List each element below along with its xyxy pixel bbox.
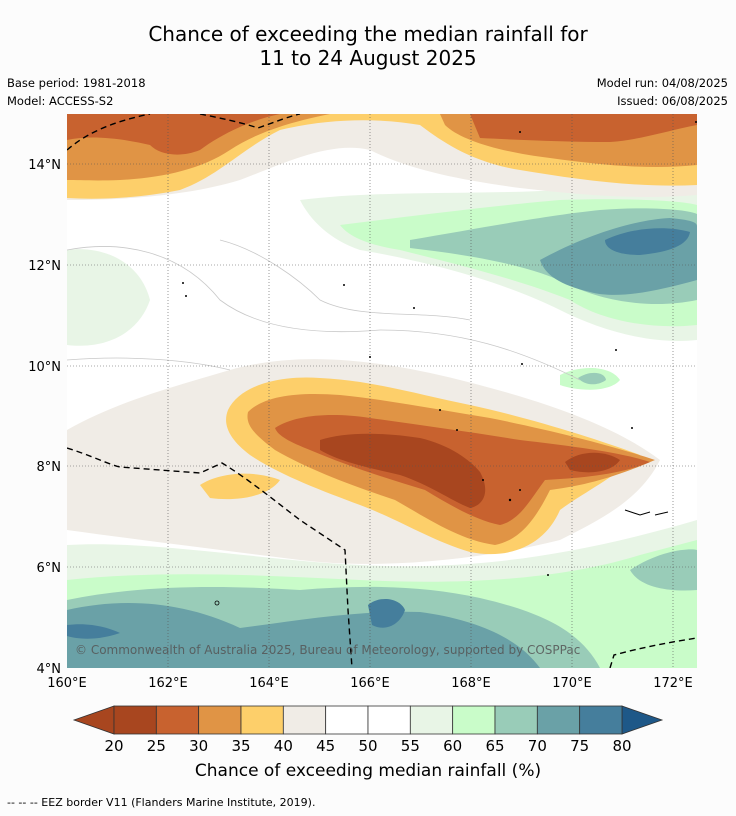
contour-line <box>219 239 471 321</box>
y-tick-label: 6°N <box>37 561 62 576</box>
forecast-map: © Commonwealth of Australia 2025, Bureau… <box>28 114 697 755</box>
map-plot-area: © Commonwealth of Australia 2025, Bureau… <box>67 114 697 668</box>
region-65-70-east <box>630 549 697 591</box>
contour-line <box>67 357 231 371</box>
title-line-1: Chance of exceeding the median rainfall … <box>148 22 588 46</box>
contour-line <box>67 246 581 381</box>
colorbar-tick-label: 65 <box>485 737 504 755</box>
y-tick-label: 4°N <box>37 662 62 677</box>
colorbar-tick-label: 80 <box>612 737 631 755</box>
colorbar-high-extend <box>621 705 664 735</box>
colorbar-tick-label: 45 <box>316 737 335 755</box>
eez-footnote: -- -- -- EEZ border V11 (Flanders Marine… <box>7 796 316 809</box>
base-period: Base period: 1981-2018 <box>7 76 146 90</box>
colorbar-swatch <box>579 705 623 735</box>
y-tick-label: 14°N <box>28 158 61 173</box>
colorbar-tick-label: 75 <box>570 737 589 755</box>
region-55-60-west <box>67 249 150 346</box>
colorbar-tick-label: 40 <box>274 737 293 755</box>
x-tick-label: 172°E <box>653 676 693 691</box>
x-tick-label: 160°E <box>47 676 87 691</box>
colorbar-swatch <box>409 705 454 735</box>
title-line-2: 11 to 24 August 2025 <box>259 46 477 70</box>
region-25-30-north <box>67 114 280 155</box>
region-20-25-east <box>565 452 620 473</box>
region-20-25-central <box>320 433 486 508</box>
colorbar-swatch <box>282 705 327 735</box>
colorbar-swatch <box>113 705 157 735</box>
colorbar-swatch <box>155 705 200 735</box>
colorbar: 20 25 30 35 40 45 50 55 60 65 70 75 80 <box>72 705 664 755</box>
copyright-text: © Commonwealth of Australia 2025, Bureau… <box>75 643 580 657</box>
colorbar-title: Chance of exceeding median rainfall (%) <box>194 761 542 781</box>
region-75-80-north <box>605 228 690 255</box>
colorbar-tick-label: 70 <box>528 737 547 755</box>
islands <box>182 121 697 606</box>
region-35-40-blob <box>200 473 280 500</box>
meta-right: Model run: 04/08/2025 Issued: 06/08/2025 <box>597 74 728 110</box>
region-75-80-blob <box>368 598 405 628</box>
region-75-80-south <box>67 624 120 639</box>
colorbar-tick-label: 20 <box>104 737 123 755</box>
colorbar-swatch <box>452 705 496 735</box>
x-tick-label: 170°E <box>552 676 592 691</box>
colorbar-swatch <box>198 705 242 735</box>
colorbar-tick-label: 25 <box>147 737 166 755</box>
colorbar-tick-label: 55 <box>401 737 420 755</box>
region-25-30-north-east <box>470 114 697 142</box>
x-tick-label: 168°E <box>451 676 491 691</box>
colorbar-low-extend <box>72 705 115 735</box>
eez-borders <box>67 114 697 668</box>
x-tick-label: 162°E <box>148 676 188 691</box>
y-tick-label: 12°N <box>28 259 61 274</box>
model-run: Model run: 04/08/2025 <box>596 76 728 90</box>
colorbar-tick-label: 50 <box>358 737 377 755</box>
issued-date: Issued: 06/08/2025 <box>617 94 728 108</box>
x-tick-label: 164°E <box>249 676 289 691</box>
region-small-teal <box>578 372 606 385</box>
y-axis: 14°N 12°N 10°N 8°N 6°N 4°N <box>28 158 61 677</box>
y-tick-label: 10°N <box>28 360 61 375</box>
colorbar-tick-label: 35 <box>231 737 250 755</box>
x-tick-label: 166°E <box>350 676 390 691</box>
region-70-75-south <box>67 603 540 668</box>
colorbar-tick-label: 30 <box>189 737 208 755</box>
meta-left: Base period: 1981-2018 Model: ACCESS-S2 <box>7 74 146 110</box>
model-name: Model: ACCESS-S2 <box>7 94 114 108</box>
gridlines <box>67 114 697 668</box>
x-axis: 160°E 162°E 164°E 166°E 168°E 170°E 172°… <box>47 676 693 691</box>
colorbar-swatch <box>325 705 369 735</box>
map-title: Chance of exceeding the median rainfall … <box>0 22 736 70</box>
colorbar-swatch <box>536 705 581 735</box>
y-tick-label: 8°N <box>37 460 62 475</box>
colorbar-swatch <box>240 705 284 735</box>
colorbar-swatch <box>494 705 538 735</box>
colorbar-tick-label: 60 <box>443 737 462 755</box>
colorbar-swatch <box>367 705 411 735</box>
